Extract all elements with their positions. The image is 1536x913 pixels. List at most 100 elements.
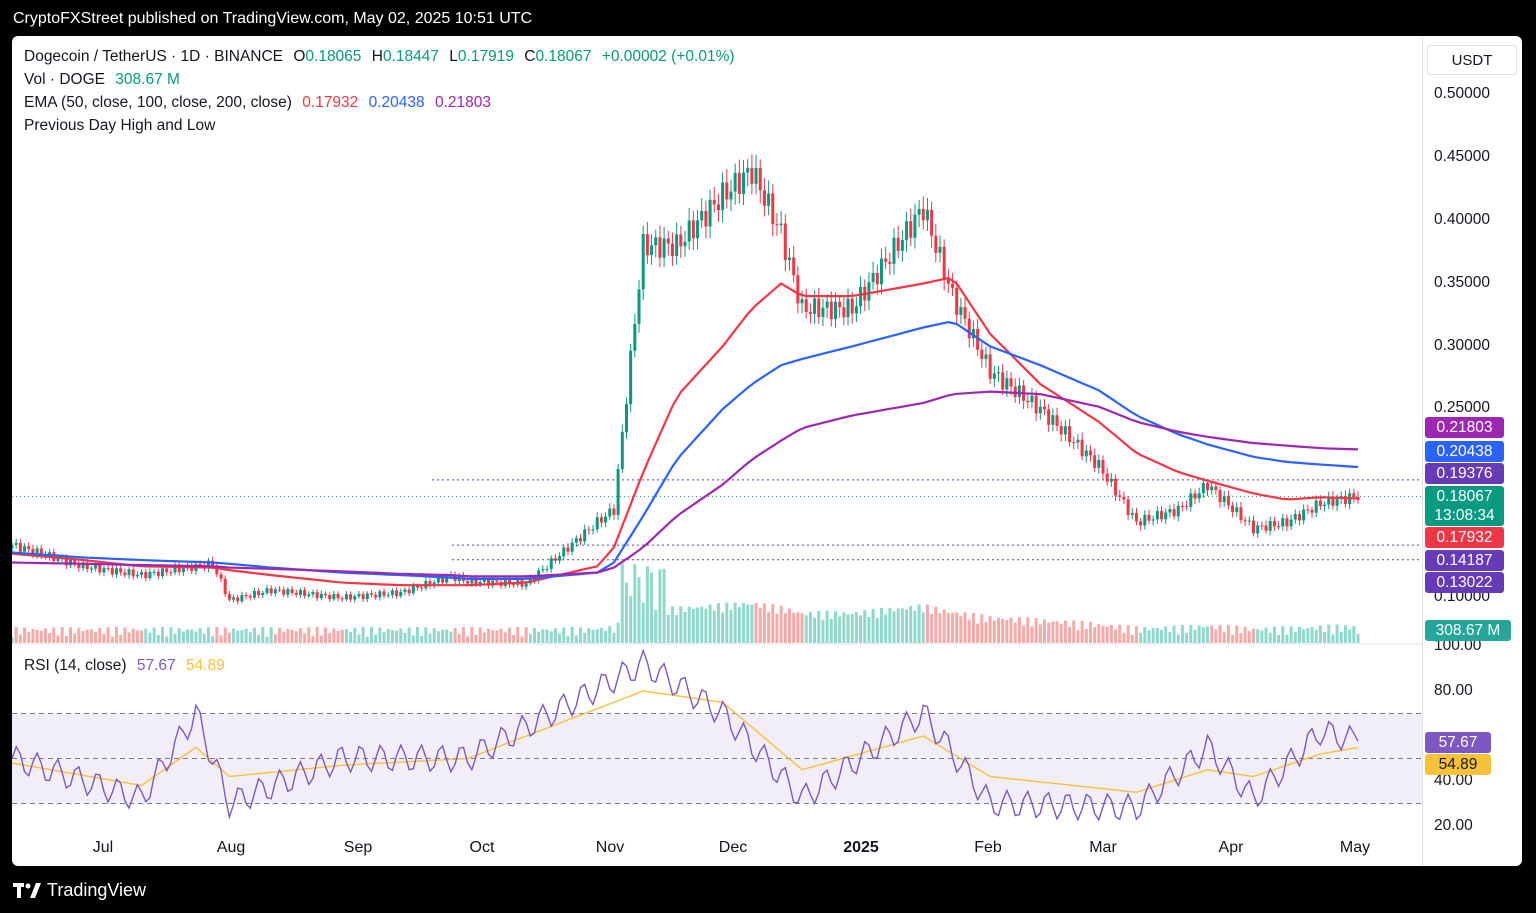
x-tick: May (1339, 839, 1371, 856)
candle-body (783, 223, 787, 261)
volume-bar (215, 627, 219, 643)
candle-body (160, 568, 164, 576)
volume-bar (290, 629, 294, 643)
volume-bar (1189, 624, 1193, 643)
candle-body (1047, 409, 1051, 425)
volume-bar (821, 620, 825, 643)
candle-body (813, 298, 817, 314)
volume-bar (1109, 625, 1113, 643)
candle-body (1231, 505, 1235, 513)
volume-bar (896, 608, 900, 643)
volume-bar (286, 629, 290, 643)
volume-bar (650, 572, 654, 643)
chart-canvas[interactable] (12, 36, 1522, 866)
candle-body (236, 597, 240, 602)
volume-bar (257, 634, 261, 643)
volume-bar (236, 630, 240, 643)
candle-body (909, 221, 913, 238)
volume-bar (537, 631, 541, 643)
ema-legend[interactable]: EMA (50, close, 100, close, 200, close) … (24, 94, 491, 112)
candle-body (838, 301, 842, 308)
chart-frame[interactable]: Dogecoin / TetherUS · 1D · BINANCE O0.18… (12, 36, 1522, 866)
currency-button[interactable]: USDT (1427, 45, 1517, 75)
volume-bar (520, 636, 524, 643)
volume-bar (206, 627, 210, 643)
candle-body (888, 261, 892, 264)
candle-body (1260, 525, 1264, 527)
candle-body (792, 257, 796, 276)
candle-body (959, 307, 963, 315)
candle-body (1160, 511, 1164, 520)
rsi-ma-tag: 54.89 (1425, 754, 1491, 775)
price-scale[interactable] (1422, 36, 1522, 866)
volume-bar (1084, 629, 1088, 643)
candle-body (357, 594, 361, 597)
volume-bar (846, 614, 850, 643)
candle-body (604, 516, 608, 523)
volume-legend[interactable]: Vol · DOGE 308.67 M (24, 71, 180, 89)
candle-body (77, 563, 81, 569)
volume-bar (1005, 620, 1009, 643)
volume-bar (775, 613, 779, 643)
pdhl-legend[interactable]: Previous Day High and Low (24, 117, 215, 135)
candle-body (654, 237, 658, 246)
candle-body (1072, 442, 1076, 444)
candle-body (81, 562, 85, 569)
volume-bar (340, 629, 344, 643)
candle-body (1005, 378, 1009, 390)
candle-body (666, 238, 670, 244)
volume-bar (691, 609, 695, 643)
candle-body (432, 582, 436, 586)
volume-bar (344, 629, 348, 643)
volume-bar (1323, 632, 1327, 643)
volume-bar (783, 613, 787, 643)
volume-bar (127, 632, 131, 643)
high-value: 0.18447 (382, 48, 439, 65)
candle-body (633, 323, 637, 351)
ema100-value: 0.20438 (368, 94, 425, 111)
publisher-bar: CryptoFXStreet published on TradingView.… (0, 0, 1536, 36)
candle-body (754, 167, 758, 184)
candle-body (244, 594, 248, 597)
volume-bar (1114, 629, 1118, 643)
candle-body (549, 558, 553, 569)
volume-bar (415, 627, 419, 643)
candle-body (1038, 406, 1042, 414)
volume-bar (12, 637, 14, 643)
volume-bar (767, 611, 771, 643)
candle-body (658, 237, 662, 258)
candle-body (737, 172, 741, 194)
candle-body (1323, 504, 1327, 506)
candle-body (35, 548, 39, 555)
x-tick: Aug (216, 839, 246, 856)
candle-body (1272, 520, 1276, 527)
volume-bar (1243, 626, 1247, 643)
volume-bar (905, 609, 909, 643)
volume-bar (1277, 635, 1281, 643)
volume-bar (273, 634, 277, 643)
candle-body (1134, 512, 1138, 522)
publisher-line: CryptoFXStreet published on TradingView.… (13, 10, 533, 27)
volume-bar (1151, 628, 1155, 643)
volume-bar (311, 635, 315, 643)
candle-body (1293, 514, 1297, 520)
volume-bar (1126, 625, 1130, 643)
volume-bar (792, 613, 796, 643)
volume-bar (85, 629, 89, 643)
candle-body (1206, 482, 1210, 491)
tradingview-logo[interactable]: TradingView (13, 880, 146, 901)
volume-bar (223, 627, 227, 643)
rsi-legend[interactable]: RSI (14, close) 57.67 54.89 (24, 657, 225, 675)
candle-body (311, 592, 315, 595)
volume-bar (1201, 627, 1205, 643)
volume-bar (700, 606, 704, 643)
candle-body (700, 210, 704, 221)
rsi-tick: 80.00 (1434, 682, 1473, 699)
symbol-title[interactable]: Dogecoin / TetherUS · 1D · BINANCE (24, 48, 284, 65)
volume-bar (721, 612, 725, 643)
candle-body (115, 568, 119, 575)
ema200-tag: 0.21803 (1425, 417, 1504, 438)
volume-bar (533, 627, 537, 643)
candle-body (1268, 520, 1272, 531)
volume-bar (867, 616, 871, 643)
